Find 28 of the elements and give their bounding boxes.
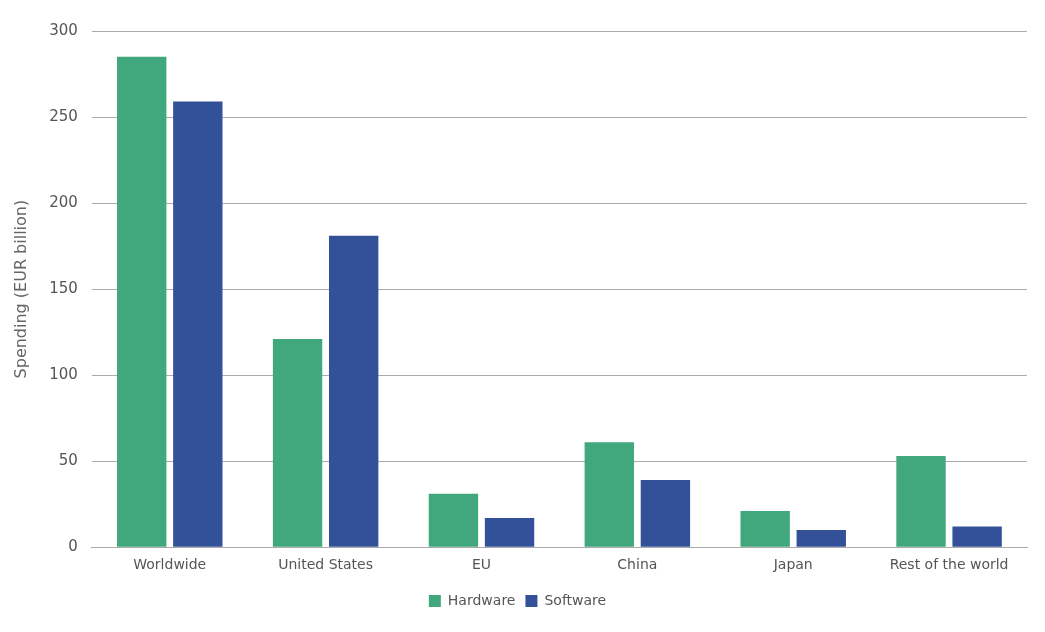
y-tick-label: 100 [49,365,78,384]
bar [428,493,479,547]
y-tick-label: 300 [49,20,78,39]
y-tick-label: 0 [68,537,78,556]
x-tick-label: EU [471,556,492,573]
x-tick-label: Japan [772,556,813,573]
bar [796,529,846,547]
y-tick-label: 250 [49,106,78,125]
y-tick-label: 150 [49,278,78,297]
bar [484,517,535,547]
x-tick-label: United States [278,556,374,573]
bar [173,101,223,547]
x-tick-label: Worldwide [133,556,207,573]
bar [952,526,1002,547]
bar [328,235,379,547]
bar [584,442,634,547]
bar [640,480,691,547]
legend-label: Hardware [447,591,516,608]
bar [896,456,946,547]
x-tick-label: Rest of the world [889,556,1009,573]
x-tick-label: China [617,556,658,573]
bar [117,56,167,547]
y-axis-title: Spending (EUR billion) [10,199,30,379]
bar [272,339,323,547]
bar [740,511,790,547]
y-tick-label: 200 [49,192,78,211]
legend-label: Software [544,591,607,608]
y-tick-label: 50 [58,451,78,470]
